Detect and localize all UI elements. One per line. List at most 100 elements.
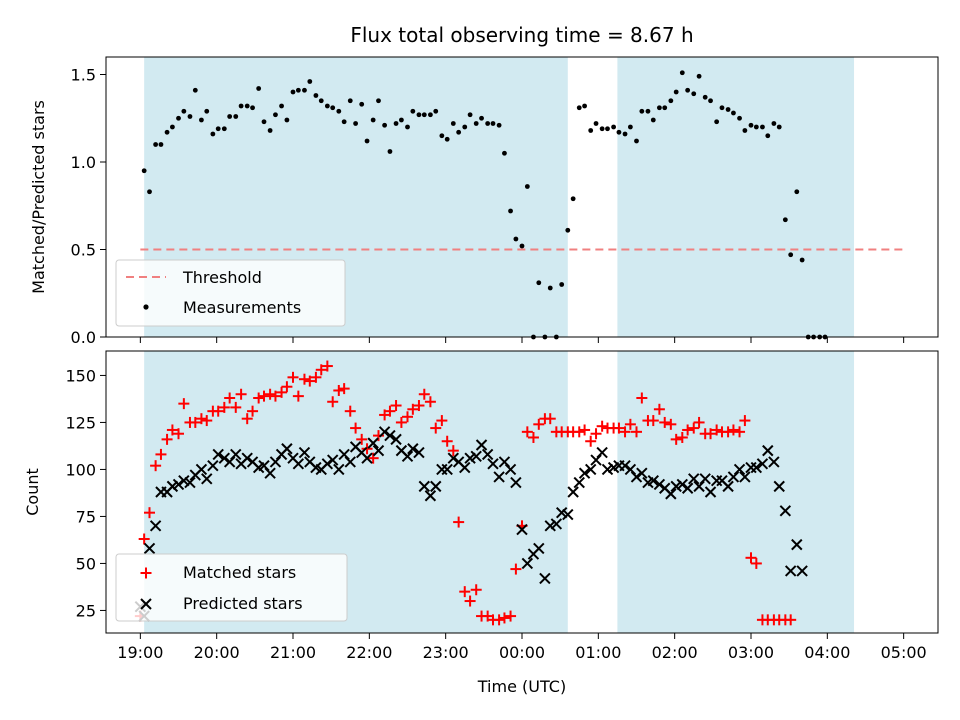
matched-star-point	[739, 415, 751, 427]
measurement-point	[170, 124, 175, 130]
matched-star-point	[464, 595, 476, 607]
measurement-point	[508, 208, 513, 214]
matched-star-point	[590, 428, 602, 440]
marker-stroke	[733, 463, 746, 476]
measurement-point	[164, 129, 170, 135]
measurement-point	[456, 129, 462, 135]
matched-star-point	[253, 392, 265, 404]
matched-star-point	[624, 418, 636, 430]
measurement-point	[307, 79, 313, 84]
matched-star-point	[395, 416, 407, 428]
predicted-star-point	[326, 454, 339, 466]
top-y-axis-label: Matched/Predicted stars	[29, 100, 48, 294]
marker-stroke	[326, 454, 339, 466]
marker-stroke	[441, 463, 453, 476]
measurement-point	[627, 124, 633, 130]
predicted-star-point	[584, 463, 597, 476]
predicted-star-point	[441, 463, 453, 476]
predicted-star-point	[281, 443, 293, 455]
matched-star-point	[544, 413, 556, 425]
measurement-point	[444, 136, 450, 142]
marker-stroke	[292, 458, 305, 470]
predicted-star-point	[647, 475, 659, 487]
marker-stroke	[413, 446, 425, 459]
measurement-point	[782, 217, 788, 223]
measurement-point	[462, 124, 468, 130]
matched-stars-legend-label: Matched stars	[183, 563, 296, 582]
measurement-point	[376, 98, 381, 104]
marker-stroke	[401, 450, 414, 462]
predicted-star-point	[361, 452, 373, 464]
measurement-point	[588, 128, 594, 133]
matched-star-point	[144, 507, 156, 519]
marker-stroke	[550, 518, 563, 530]
predicted-star-point	[344, 456, 356, 468]
measurement-point	[221, 126, 227, 132]
matched-star-point	[178, 398, 190, 410]
measurement-point	[547, 285, 553, 291]
marker-stroke	[659, 482, 671, 494]
matched-star-point	[711, 424, 723, 436]
matched-star-point	[596, 420, 608, 432]
marker-stroke	[653, 478, 666, 491]
matched-star-point	[298, 373, 310, 385]
matched-star-point	[653, 403, 665, 415]
matched-star-point	[338, 383, 350, 395]
matched-star-point	[682, 424, 694, 436]
matched-star-point	[350, 422, 362, 434]
marker-stroke	[258, 459, 270, 472]
predicted-star-point	[750, 461, 763, 474]
matched-star-point	[247, 405, 259, 417]
matched-star-point	[367, 452, 379, 464]
measurement-point	[153, 142, 159, 147]
measurement-point	[433, 108, 439, 114]
matched-star-point	[230, 401, 242, 413]
marker-stroke	[470, 450, 482, 462]
predicted-star-point	[596, 446, 608, 459]
measurement-point	[215, 126, 221, 132]
measurement-point	[273, 112, 278, 118]
measurement-point	[227, 114, 233, 119]
marker-stroke	[418, 480, 431, 493]
marker-stroke	[321, 458, 334, 470]
bottom-x-ticks: 19:00 20:00 21:00 22:00 23:00 00:00 01:00 02:00…	[117, 633, 927, 662]
predicted-star-point	[384, 429, 396, 442]
matched-star-point	[327, 396, 339, 408]
measurement-point	[341, 119, 347, 125]
matched-star-point	[453, 516, 465, 528]
marker-stroke	[647, 475, 659, 487]
top-panel: 0.0 0.5 1.0 1.5 Matched/Predicted stars Thr…	[29, 56, 939, 347]
matched-star-point	[201, 415, 213, 427]
measurement-point	[662, 105, 668, 111]
bottom-series-points	[134, 360, 808, 626]
matched-star-point	[287, 371, 299, 383]
x-tick-label: 04:00	[804, 643, 850, 662]
measurement-point	[450, 121, 456, 126]
measurement-point	[582, 103, 587, 109]
marker-stroke	[510, 476, 522, 489]
matched-star-point	[498, 612, 510, 624]
predicted-star-point	[773, 480, 785, 493]
measurement-point	[702, 94, 708, 100]
measurement-point	[799, 257, 805, 263]
predicted-star-point	[619, 459, 631, 472]
matched-star-point	[573, 426, 585, 438]
marker-stroke	[578, 467, 591, 479]
predicted-star-point	[688, 473, 700, 485]
matched-star-point	[676, 431, 688, 443]
marker-stroke	[172, 478, 185, 491]
marker-stroke	[287, 452, 299, 464]
matched-star-point	[418, 388, 430, 400]
marker-stroke	[310, 461, 322, 474]
measurement-point	[181, 108, 187, 114]
y-tick-label: 125	[65, 413, 96, 432]
x-tick-label: 00:00	[499, 643, 545, 662]
matched-star-point	[785, 614, 797, 626]
matched-star-point	[521, 426, 533, 438]
measurement-point	[473, 121, 479, 126]
measurement-point	[485, 121, 491, 126]
measurement-point	[771, 121, 777, 126]
marker-stroke	[619, 459, 631, 472]
marker-stroke	[624, 463, 637, 476]
observing-window-span	[617, 57, 855, 337]
